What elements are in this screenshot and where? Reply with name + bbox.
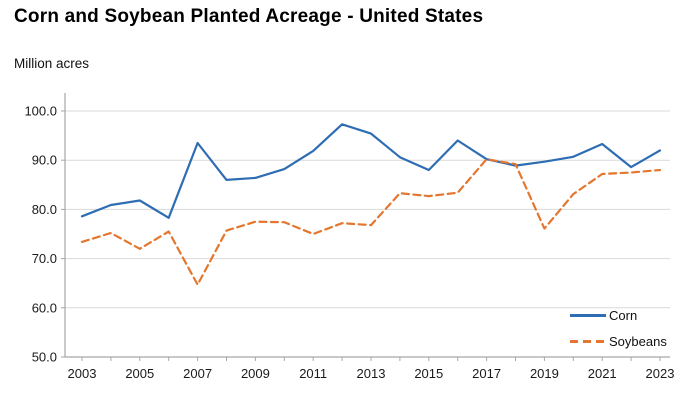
- corn-line: [80, 123, 662, 219]
- soybeans-line: [80, 158, 662, 286]
- x-tick-label: 2023: [646, 366, 675, 381]
- x-tick-label: 2009: [241, 366, 270, 381]
- x-tick-label: 2011: [299, 366, 327, 381]
- y-tick-label: 100.0: [24, 104, 57, 119]
- legend-item-soybeans: Soybeans: [570, 334, 667, 349]
- y-tick-label: 90.0: [32, 153, 57, 168]
- y-tick-label: 80.0: [32, 202, 57, 217]
- corn-line-swatch: [570, 314, 606, 317]
- y-axis-units-label: Million acres: [14, 56, 90, 71]
- x-tick-label: 2007: [183, 366, 212, 381]
- x-tick-label: 2003: [68, 366, 97, 381]
- x-tick-label: 2021: [588, 366, 617, 381]
- y-tick-label: 50.0: [32, 350, 57, 365]
- y-tick-label: 70.0: [32, 251, 57, 266]
- y-tick-label: 60.0: [32, 300, 57, 315]
- soybeans-line-swatch: [570, 340, 606, 343]
- x-tick-label: 2019: [530, 366, 559, 381]
- chart-title: Corn and Soybean Planted Acreage - Unite…: [14, 6, 484, 27]
- legend-item-corn: Corn: [570, 308, 667, 323]
- x-tick-label: 2005: [125, 366, 154, 381]
- x-tick-label: 2013: [357, 366, 386, 381]
- legend: Corn Soybeans: [570, 308, 667, 349]
- legend-label-corn: Corn: [609, 308, 638, 323]
- x-tick-label: 2017: [472, 366, 501, 381]
- x-tick-label: 2015: [414, 366, 443, 381]
- legend-label-soybeans: Soybeans: [609, 334, 667, 349]
